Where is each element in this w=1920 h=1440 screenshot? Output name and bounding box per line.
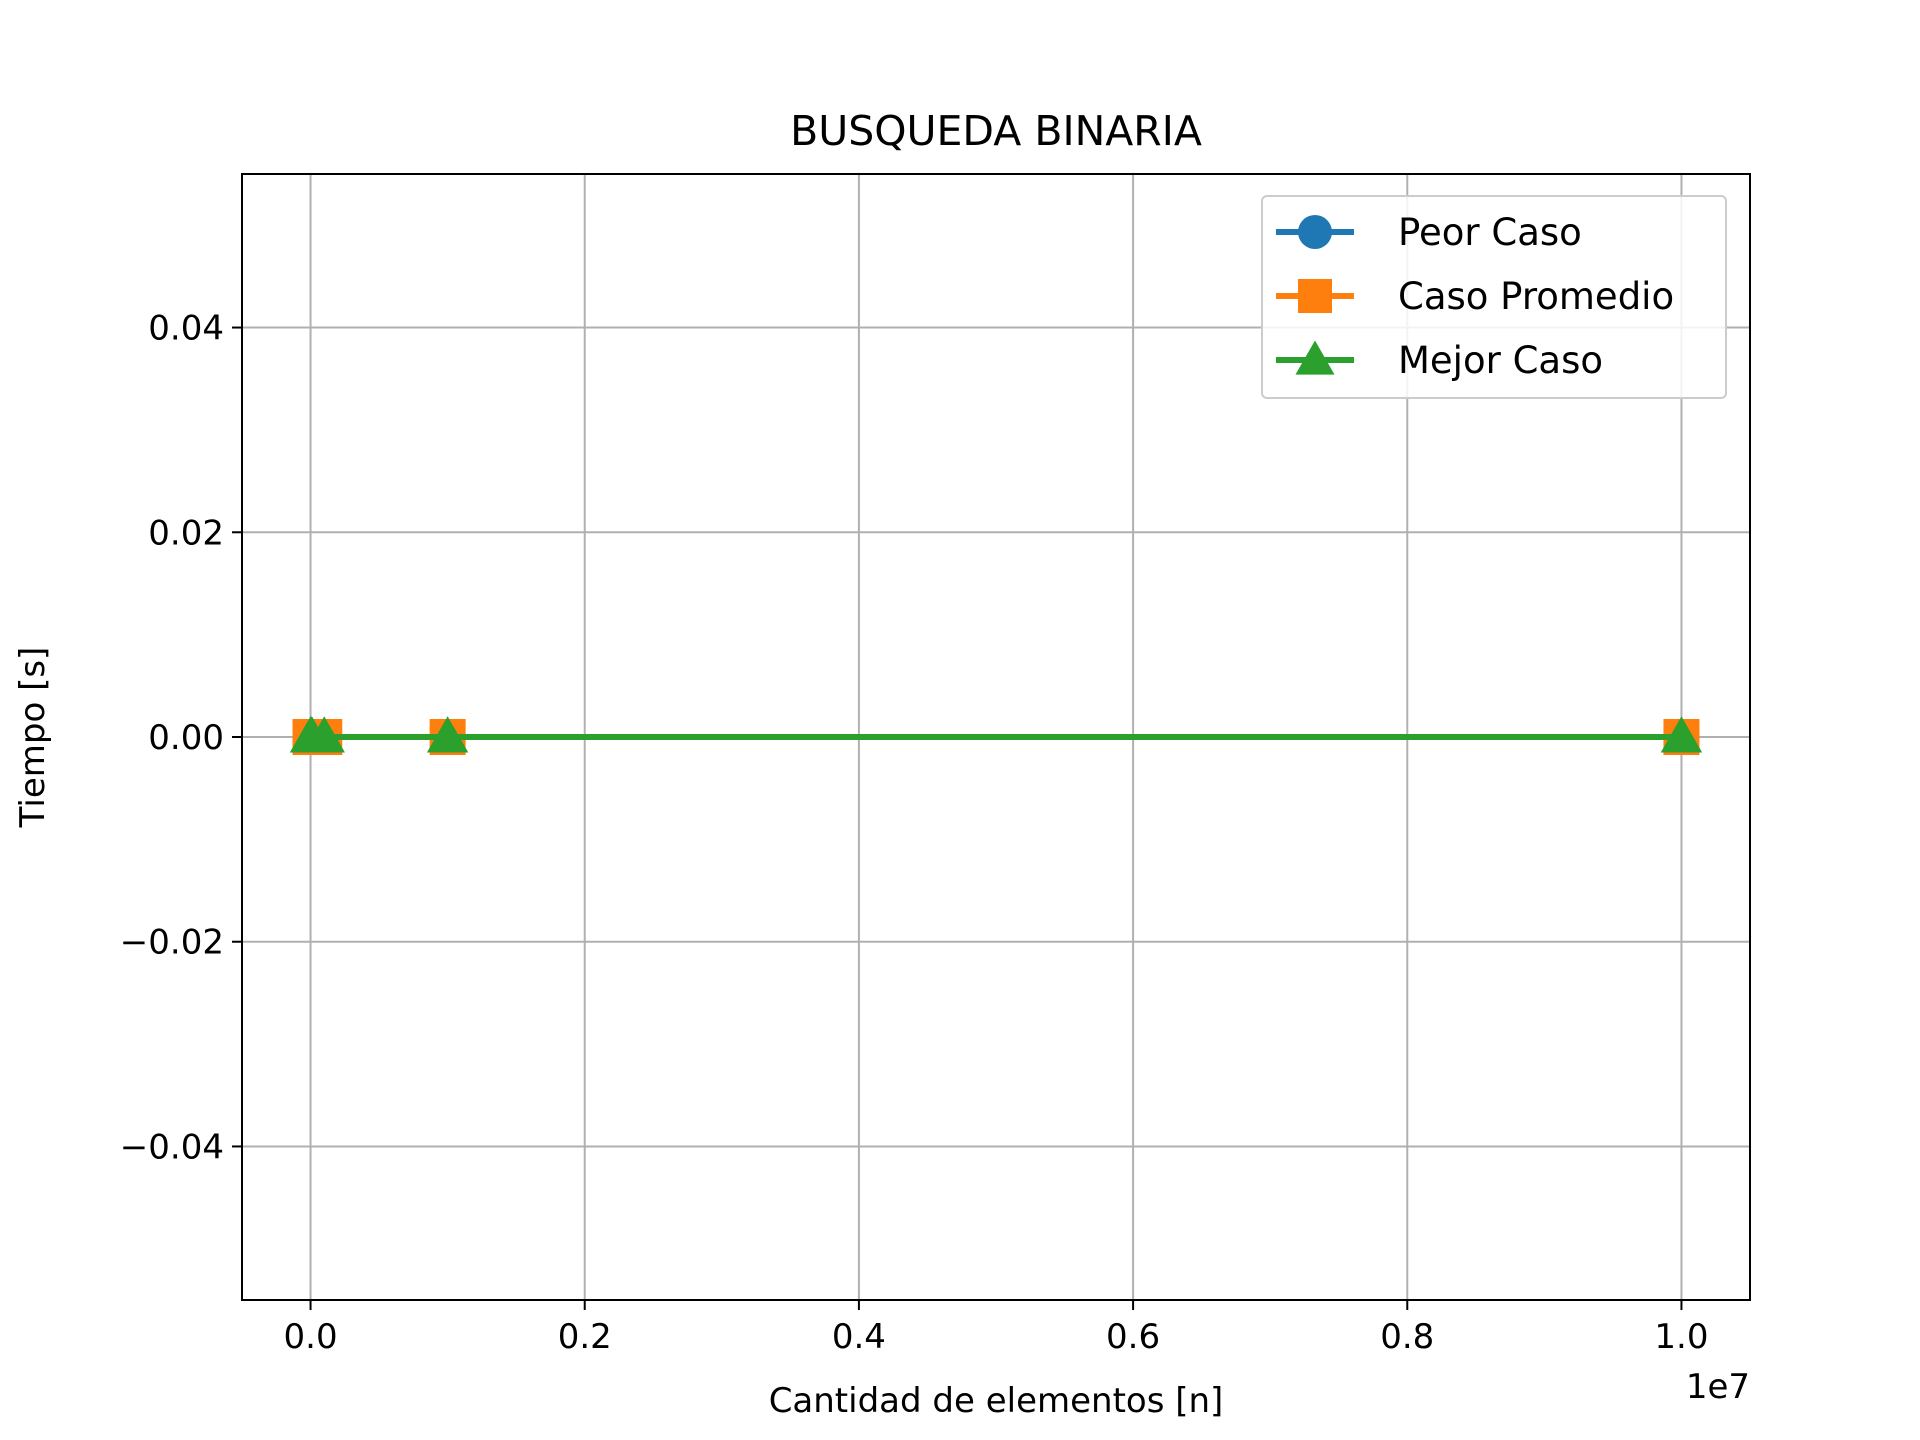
legend-marker <box>1298 279 1332 313</box>
series-mejor-caso <box>289 716 1703 753</box>
data-point <box>303 716 345 753</box>
legend-item: Peor Caso <box>1276 211 1582 254</box>
legend-label: Peor Caso <box>1398 211 1582 254</box>
chart-title: BUSQUEDA BINARIA <box>790 107 1202 155</box>
legend-label: Mejor Caso <box>1398 339 1603 382</box>
series-layer <box>289 716 1703 755</box>
legend-marker <box>1295 340 1335 375</box>
x-tick-label: 0.6 <box>1106 1317 1160 1357</box>
y-tick-label: 0.04 <box>148 309 224 349</box>
legend-marker <box>1298 215 1332 249</box>
x-tick-label: 0.0 <box>284 1317 338 1357</box>
y-tick-label: 0.02 <box>148 513 224 553</box>
legend-item: Caso Promedio <box>1276 275 1674 318</box>
x-axis-title: Cantidad de elementos [n] <box>769 1381 1224 1421</box>
legend: Peor Caso Caso Promedio Mejor Caso <box>1261 195 1727 399</box>
x-tick-label: 0.8 <box>1380 1317 1434 1357</box>
legend-box <box>1261 195 1727 399</box>
x-tick-label: 1.0 <box>1654 1317 1708 1357</box>
data-point <box>426 716 469 753</box>
legend-item: Mejor Caso <box>1276 339 1603 382</box>
x-tick-label: 0.4 <box>832 1317 886 1357</box>
y-tick-label: −0.02 <box>120 923 224 963</box>
y-tick-label: −0.04 <box>120 1127 224 1167</box>
y-tick-label: 0.00 <box>148 718 224 758</box>
data-point <box>1660 716 1703 753</box>
x-tick-label: 0.2 <box>558 1317 612 1357</box>
ticks: 0.0 0.2 0.4 0.6 0.8 1.0 −0.04 −0.02 0.00 0.02 0.04 <box>120 309 1709 1357</box>
y-axis-title: Tiempo [s] <box>13 647 53 829</box>
legend-label: Caso Promedio <box>1398 275 1674 318</box>
x-axis-offset-text: 1e7 <box>1686 1367 1750 1407</box>
